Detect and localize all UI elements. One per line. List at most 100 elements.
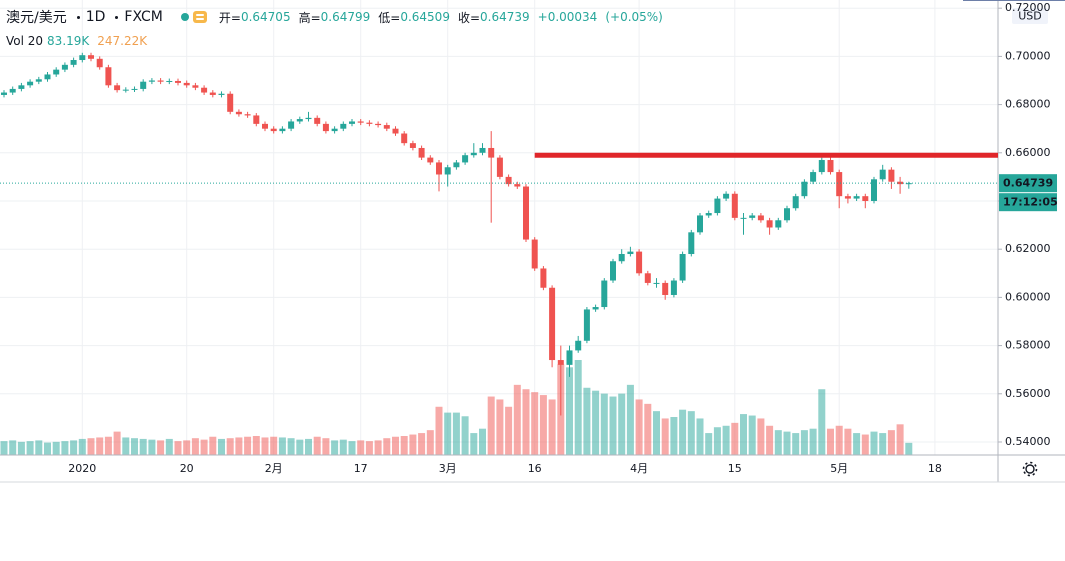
volume-bar (844, 428, 852, 455)
candle-body (523, 186, 529, 240)
candle-body (462, 155, 469, 163)
candle-body (549, 287, 556, 361)
market-status-icon[interactable] (180, 13, 189, 21)
candle-body (314, 117, 321, 124)
volume-bar (383, 438, 391, 455)
volume-bar (70, 440, 78, 455)
volume-bar (418, 433, 426, 455)
candle-body (88, 55, 94, 59)
volume-bar (96, 437, 104, 455)
candle-body (818, 160, 825, 173)
candle-body (105, 67, 112, 86)
volume-bar (313, 436, 321, 455)
candle-body (723, 193, 730, 199)
volume-bar (679, 409, 687, 455)
candle-body (218, 93, 225, 95)
change-percent: (+0.05%) (605, 10, 663, 24)
y-tick-label: 0.66000 (1005, 146, 1051, 159)
y-tick-label: 0.58000 (1005, 339, 1051, 352)
volume-bar (879, 433, 887, 455)
volume-bar (148, 439, 156, 455)
candle-body (557, 360, 564, 365)
candle-body (44, 74, 51, 80)
candle-body (79, 55, 86, 61)
candle-body (296, 119, 303, 122)
volume-bar (479, 428, 486, 455)
volume-bar (687, 411, 695, 455)
volume-bar (435, 406, 443, 455)
candle-body (244, 114, 251, 116)
candle-body (18, 85, 25, 89)
candle-body (279, 128, 286, 132)
volume-bar (165, 438, 173, 455)
candle-body (288, 121, 295, 129)
volume-bar (809, 428, 817, 455)
candle-body (610, 261, 616, 281)
volume-bar (218, 438, 225, 455)
volume-bar (583, 387, 591, 455)
legend: 澳元/美元 1D FXCM 开= 0.64705 高= 0.64799 低= 0… (6, 8, 671, 50)
candle-body (331, 128, 338, 132)
candle-body (879, 169, 886, 180)
candle-body (601, 280, 608, 308)
candle-body (357, 121, 364, 123)
volume-bar (278, 437, 286, 455)
volume-bar (409, 434, 417, 455)
high-value: 0.64799 (320, 10, 371, 24)
candle-body (540, 268, 547, 288)
candle-body (575, 340, 582, 351)
volume-bar (305, 438, 312, 455)
candle-body (96, 58, 103, 68)
candle-body (644, 273, 651, 283)
candle-body (183, 82, 190, 86)
candle-body (775, 220, 782, 228)
volume-bar (818, 389, 826, 455)
volume-bar (548, 399, 556, 455)
volume-bar (322, 438, 330, 455)
candle-body (114, 85, 121, 91)
candle-body (27, 81, 34, 86)
close-value: 0.64739 (480, 10, 530, 24)
low-label: 低= (378, 10, 401, 25)
candle-body (409, 143, 416, 148)
volume-bar (452, 412, 460, 455)
volume-bar (348, 441, 356, 455)
volume-bar (792, 433, 800, 455)
candle-body (270, 128, 277, 132)
candle-body (427, 157, 434, 163)
volume-bar (835, 425, 843, 455)
volume-bar (592, 390, 600, 455)
x-tick-label: 20 (180, 462, 194, 475)
price-pane (1, 52, 912, 416)
volume-bar (774, 430, 782, 455)
volume-bar (331, 440, 339, 455)
volume-bar (444, 412, 452, 455)
last-price-badge (999, 174, 1057, 193)
candle-body (627, 251, 634, 255)
compare-icon[interactable] (192, 11, 207, 23)
candle-body (731, 193, 738, 218)
candle-body (383, 125, 390, 129)
candle-body (61, 64, 68, 70)
volume-bar (339, 439, 347, 455)
candle-body (827, 160, 834, 173)
candle-body (53, 69, 60, 75)
x-tick-label: 18 (928, 462, 942, 475)
volume-bar (244, 436, 252, 455)
volume-bar (26, 441, 34, 455)
settings-icon[interactable] (1022, 461, 1038, 477)
volume-bar (287, 438, 295, 455)
volume-bar (9, 440, 17, 455)
volume-bar (200, 439, 208, 455)
volume-bar (400, 436, 408, 455)
candle-body (888, 169, 895, 182)
grid (0, 0, 998, 455)
volume-bar (496, 399, 504, 455)
candle-body (618, 254, 625, 262)
high-label: 高= (298, 10, 321, 25)
volume-bar (740, 414, 747, 455)
countdown-label: 17:12:05 (1003, 196, 1058, 209)
volume-bar (905, 442, 913, 455)
volume-bar (609, 396, 617, 455)
